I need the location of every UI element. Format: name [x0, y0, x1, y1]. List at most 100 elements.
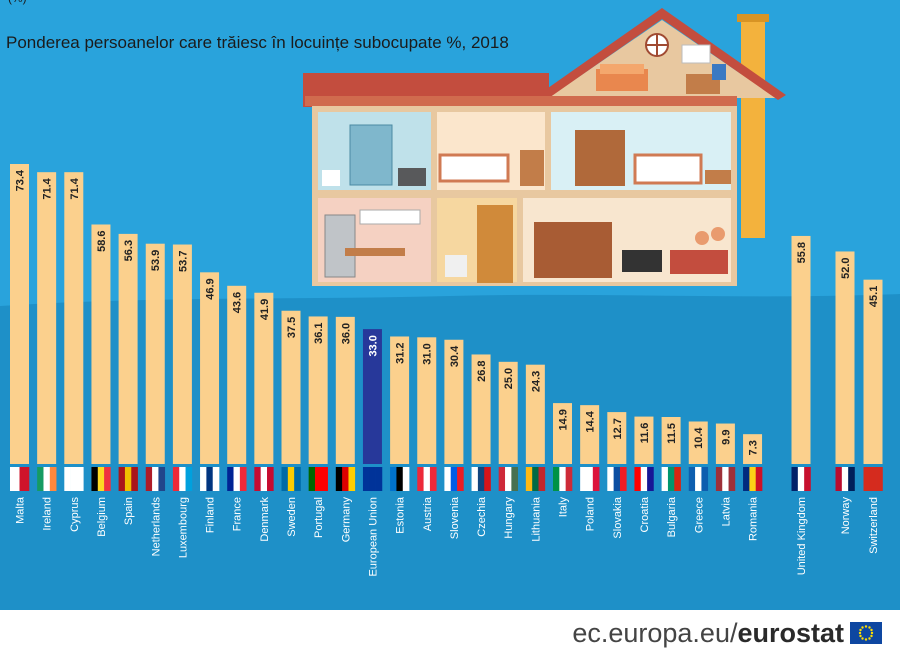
value-label: 53.9 — [150, 250, 162, 271]
bar-norway — [835, 251, 855, 464]
flag-icon — [227, 467, 247, 491]
category-label: Netherlands — [150, 497, 162, 557]
flag-icon — [634, 467, 654, 491]
source-url[interactable]: ec.europa.eu/ — [572, 617, 738, 648]
category-label: Cyprus — [69, 497, 81, 532]
category-label: Greece — [693, 497, 705, 533]
value-label: 45.1 — [868, 286, 880, 307]
category-label: Spain — [123, 497, 135, 525]
value-label: 30.4 — [449, 345, 461, 367]
bar-chart: 73.4 Malta 71.4 Ireland 71.4 Cyprus 58.6 Belgiu… — [10, 164, 883, 577]
bar-croatia — [634, 416, 654, 464]
flag-icon — [390, 467, 410, 491]
flag-icon — [417, 467, 437, 491]
chart-title: Ponderea persoanelor care trăiesc în loc… — [6, 33, 509, 52]
bar-romania — [743, 434, 763, 464]
category-label: Croatia — [639, 496, 651, 532]
value-label: 36.0 — [340, 323, 352, 344]
bar-czechia — [471, 354, 491, 464]
category-label: European Union — [367, 497, 379, 577]
value-label: 12.7 — [612, 418, 624, 439]
flag-icon — [553, 467, 573, 491]
category-label: Switzerland — [868, 497, 880, 554]
category-label: Lithuania — [530, 496, 542, 542]
category-label: Italy — [558, 497, 570, 518]
flag-icon — [863, 467, 883, 491]
bar-estonia — [390, 336, 410, 464]
category-label: Malta — [15, 496, 27, 524]
bar-germany — [335, 316, 355, 464]
value-label: 10.4 — [693, 427, 705, 449]
flag-icon — [281, 467, 301, 491]
category-label: Bulgaria — [666, 496, 678, 537]
value-label: 31.0 — [422, 343, 434, 364]
bar-sweden — [281, 310, 301, 464]
bar-netherlands — [145, 243, 165, 464]
bar-united-kingdom — [791, 235, 811, 464]
house-illustration — [303, 8, 786, 286]
value-label: 71.4 — [69, 177, 81, 199]
flag-icon — [37, 467, 57, 491]
value-label: 71.4 — [42, 177, 54, 199]
category-label: Estonia — [395, 496, 407, 534]
value-label: 33.0 — [367, 335, 379, 356]
category-label: Latvia — [720, 496, 732, 526]
category-label: United Kingdom — [796, 497, 808, 575]
category-label: Norway — [840, 497, 852, 535]
value-label: 14.4 — [585, 410, 597, 432]
value-label: 53.7 — [177, 251, 189, 272]
unit-mark: (%) — [8, 0, 27, 5]
category-label: Czechia — [476, 496, 488, 537]
flag-icon — [145, 467, 166, 491]
flag-icon — [64, 467, 84, 491]
value-label: 36.1 — [313, 322, 325, 343]
eurostat-brand[interactable]: eurostat — [737, 617, 844, 648]
flag-icon — [91, 467, 111, 491]
flag-icon — [118, 467, 138, 491]
bar-denmark — [254, 292, 274, 464]
category-label: Slovenia — [449, 496, 461, 539]
category-label: Hungary — [503, 497, 515, 539]
flag-icon — [254, 467, 274, 491]
value-label: 43.6 — [232, 292, 244, 313]
bar-france — [227, 285, 247, 464]
category-label: Belgium — [96, 497, 108, 537]
flag-icon — [661, 467, 681, 491]
category-label: Denmark — [259, 497, 271, 542]
category-label: Austria — [422, 496, 434, 531]
flag-icon — [607, 467, 627, 491]
flag-icon — [335, 467, 356, 491]
bar-finland — [200, 272, 220, 464]
flag-icon — [471, 467, 491, 491]
category-label: Luxembourg — [177, 497, 189, 558]
value-label: 52.0 — [840, 257, 852, 278]
value-label: 7.3 — [748, 440, 760, 455]
flag-icon — [688, 467, 709, 491]
bar-malta — [10, 164, 29, 464]
bar-austria — [417, 337, 437, 464]
bar-slovenia — [444, 339, 464, 464]
category-label: Portugal — [313, 497, 325, 538]
category-label: France — [232, 497, 244, 531]
flag-icon — [580, 467, 600, 491]
category-label: Sweden — [286, 497, 298, 537]
flag-icon — [791, 467, 811, 491]
category-label: Poland — [585, 497, 597, 531]
value-label: 46.9 — [205, 278, 217, 299]
value-label: 24.3 — [530, 371, 542, 392]
bar-italy — [553, 403, 572, 464]
flag-icon — [835, 467, 855, 491]
value-label: 55.8 — [796, 242, 808, 263]
bar-latvia — [715, 423, 735, 464]
bar-spain — [118, 233, 138, 464]
flag-icon — [10, 467, 30, 491]
bar-greece — [688, 421, 708, 464]
bar-luxembourg — [172, 244, 192, 464]
value-label: 73.4 — [15, 169, 27, 191]
bar-belgium — [91, 224, 111, 464]
category-label: Germany — [340, 497, 352, 543]
footer: ec.europa.eu/ eurostat — [572, 616, 882, 650]
flag-icon — [715, 467, 736, 491]
category-label: Ireland — [42, 497, 54, 531]
